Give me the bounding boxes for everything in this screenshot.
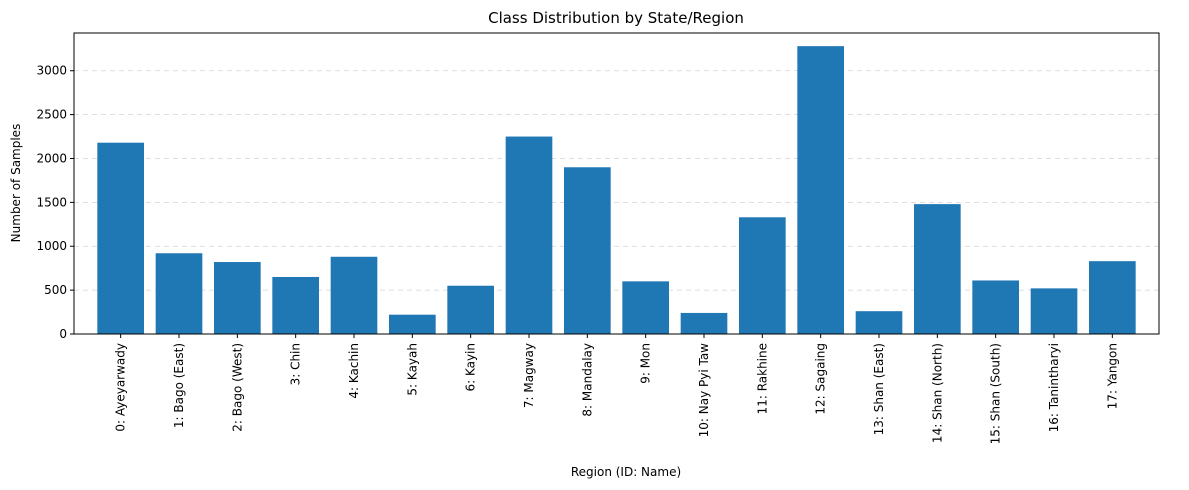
x-tick-label: 1: Bago (East) [172, 343, 186, 428]
chart-title: Class Distribution by State/Region [488, 9, 744, 27]
x-tick-label: 11: Rakhine [755, 343, 769, 414]
bar [739, 217, 786, 334]
plot-frame [73, 32, 1160, 335]
bar [622, 281, 669, 334]
x-tick-label: 2: Bago (West) [230, 343, 244, 432]
x-tick-label: 16: Tanintharyi [1047, 343, 1061, 432]
bar [330, 256, 378, 334]
bars [97, 46, 1136, 334]
y-axis-label: Number of Samples [9, 124, 23, 243]
bar [389, 314, 436, 334]
bar [797, 46, 844, 334]
x-tick-label: 8: Mandalay [580, 343, 594, 417]
bar [505, 136, 553, 334]
x-tick-label: 17: Yangon [1105, 343, 1119, 409]
x-tick-label: 3: Chin [289, 343, 303, 385]
bar [272, 276, 319, 334]
x-tick-label: 10: Nay Pyi Taw [697, 343, 711, 438]
x-tick-label: 7: Magway [522, 343, 536, 408]
bar [1030, 288, 1078, 334]
y-tick-label: 0 [59, 327, 67, 341]
bar [214, 262, 261, 334]
y-tick-label: 2500 [36, 108, 67, 122]
y-tick-label: 500 [44, 283, 67, 297]
bar [155, 253, 203, 334]
x-axis-ticks: 0: Ayeyarwady 1: Bago (East) 2: Bago (West… [114, 334, 1119, 444]
bar [680, 312, 728, 334]
x-tick-label: 13: Shan (East) [872, 343, 886, 435]
bar [914, 204, 961, 334]
x-tick-label: 9: Mon [639, 343, 653, 384]
y-tick-label: 3000 [36, 64, 67, 78]
x-axis-label: Region (ID: Name) [571, 465, 681, 479]
x-tick-label: 14: Shan (North) [930, 343, 944, 443]
bar [972, 280, 1019, 334]
bar [97, 142, 144, 334]
y-tick-label: 1000 [36, 239, 67, 253]
x-tick-label: 5: Kayah [405, 343, 419, 396]
bar [1089, 261, 1136, 334]
x-tick-label: 0: Ayeyarwady [114, 343, 128, 432]
x-tick-label: 12: Sagaing [814, 343, 828, 415]
bar [855, 311, 903, 334]
x-tick-label: 6: Kayin [464, 343, 478, 392]
bar [564, 167, 611, 334]
y-axis-ticks: 0 500 1000 1500 2000 2500 3000 [36, 64, 74, 341]
bar [447, 285, 494, 334]
x-tick-label: 15: Shan (South) [989, 343, 1003, 444]
y-tick-label: 1500 [36, 195, 67, 209]
x-tick-label: 4: Kachin [347, 343, 361, 399]
y-tick-label: 2000 [36, 151, 67, 165]
